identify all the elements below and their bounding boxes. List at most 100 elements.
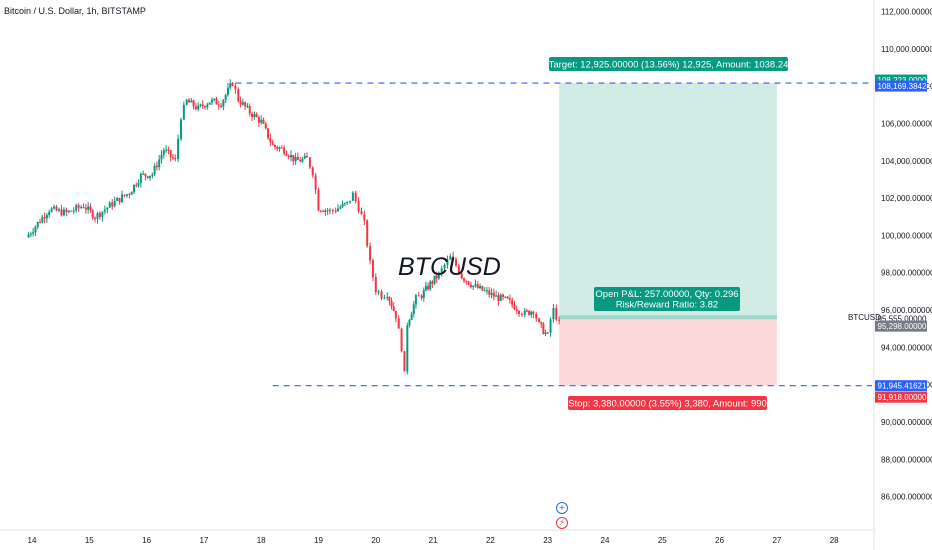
- candle-body: [530, 311, 533, 315]
- candle-body: [144, 173, 147, 177]
- candle-body: [481, 285, 484, 291]
- candle-body: [435, 275, 438, 279]
- candle-body: [479, 285, 482, 289]
- candle-body: [490, 292, 493, 295]
- candle-body: [123, 194, 126, 196]
- candle-body: [289, 155, 292, 158]
- x-tick-label: 17: [199, 536, 208, 545]
- candle-body: [50, 208, 53, 212]
- candle-body: [276, 146, 279, 149]
- price-tag-entry: 95,555.00000: [878, 314, 927, 323]
- candle-body: [94, 218, 97, 220]
- target-label: Target: 12,925.00000 (13.56%) 12,925, Am…: [549, 57, 788, 71]
- x-tick-label: 20: [371, 536, 380, 545]
- candle-body: [558, 319, 561, 321]
- candle-body: [474, 284, 477, 286]
- candle-body: [463, 278, 466, 281]
- candle-body: [75, 205, 78, 211]
- candle-body: [39, 222, 42, 224]
- candle-body: [326, 210, 329, 212]
- candle-body: [351, 192, 354, 201]
- candle-body: [116, 197, 119, 201]
- candle-body: [108, 202, 111, 208]
- candle-body: [121, 194, 124, 203]
- alert-flash-icon[interactable]: ⚡: [556, 517, 568, 529]
- candle-body: [132, 184, 135, 193]
- candle-body: [36, 222, 39, 227]
- stop-zone[interactable]: [559, 318, 777, 386]
- candle-body: [139, 173, 142, 183]
- candle-body: [535, 313, 538, 319]
- candle-body: [371, 260, 374, 278]
- y-tick-label: 112,000.000000: [881, 8, 932, 17]
- candle-body: [369, 245, 372, 261]
- candle-body: [167, 149, 170, 151]
- candle-body: [158, 159, 161, 168]
- candle-body: [257, 117, 260, 123]
- candle-body: [264, 123, 267, 129]
- candle-body: [455, 259, 458, 266]
- open-pnl-band: [559, 315, 777, 320]
- x-tick-label: 26: [715, 536, 724, 545]
- candle-body: [113, 200, 116, 207]
- candle-body: [518, 311, 521, 314]
- x-tick-label: 16: [142, 536, 151, 545]
- candle-body: [303, 155, 306, 159]
- candle-body: [322, 210, 325, 212]
- x-tick-label: 28: [830, 536, 839, 545]
- candle-body: [388, 297, 391, 301]
- candle-body: [311, 167, 314, 176]
- candle-body: [427, 285, 430, 290]
- candles: [27, 79, 561, 375]
- candle-body: [190, 100, 193, 103]
- price-tag-target-line-text: 108,169.38424: [878, 82, 932, 91]
- candle-body: [118, 197, 121, 203]
- candle-body: [523, 310, 526, 315]
- candle-body: [29, 233, 32, 235]
- candle-body: [155, 165, 158, 168]
- price-tag-target-line: 108,169.38424: [875, 80, 932, 92]
- candle-body: [319, 210, 322, 212]
- candle-body: [206, 104, 209, 108]
- candle-body: [341, 203, 344, 208]
- candle-body: [89, 206, 92, 211]
- candle-body: [467, 281, 470, 285]
- candle-body: [106, 207, 109, 210]
- candle-body: [248, 106, 251, 114]
- y-tick-label: 110,000.000000: [881, 45, 932, 54]
- candle-body: [283, 147, 286, 154]
- price-tag-target-text: 108,223.00000: [878, 76, 932, 85]
- candle-body: [328, 209, 331, 211]
- candle-body: [103, 209, 106, 212]
- candle-body: [433, 275, 436, 284]
- candle-body: [98, 213, 101, 217]
- candle-body: [469, 284, 472, 288]
- candle-body: [45, 215, 48, 219]
- candle-body: [224, 94, 227, 101]
- add-icon[interactable]: +: [556, 502, 568, 514]
- x-tick-label: 24: [601, 536, 610, 545]
- candle-body: [101, 211, 104, 217]
- y-tick-label: 98,000.000000: [881, 269, 932, 278]
- stop-label: Stop: 3,380.00000 (3.55%) 3,380, Amount:…: [568, 396, 767, 410]
- candle-body: [377, 291, 380, 293]
- candle-body: [87, 206, 90, 210]
- candle-body: [296, 156, 299, 160]
- price-tag-stop-line-text: 91,945.41621: [878, 382, 927, 391]
- candle-body: [440, 268, 443, 273]
- target-zone[interactable]: [559, 83, 777, 319]
- candle-body: [465, 280, 468, 282]
- candle-body: [339, 207, 342, 209]
- candle-body: [278, 147, 281, 149]
- candle-body: [392, 306, 395, 311]
- candle-body: [215, 98, 218, 105]
- candle-body: [412, 304, 415, 315]
- candle-body: [422, 290, 425, 299]
- x-tick-label: 23: [543, 536, 552, 545]
- candle-body: [188, 99, 191, 103]
- candle-body: [346, 201, 349, 204]
- y-tick-label: 90,000.000000: [881, 418, 932, 427]
- candle-body: [349, 200, 352, 202]
- candle-body: [267, 128, 270, 139]
